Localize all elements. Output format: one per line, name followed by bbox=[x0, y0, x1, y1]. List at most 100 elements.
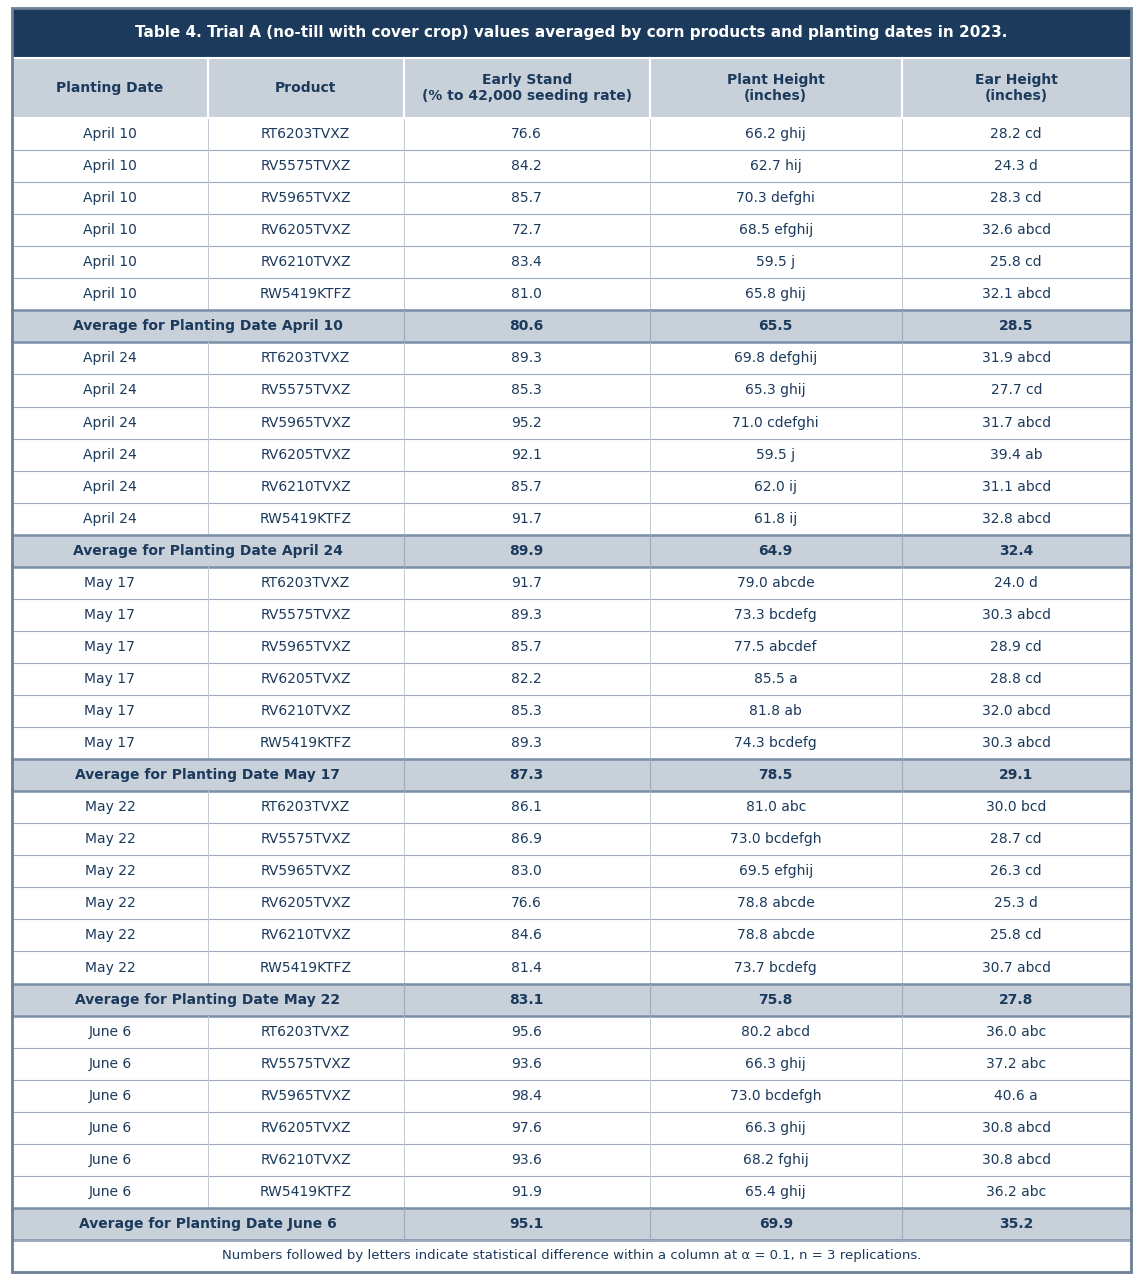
Text: RW5419KTFZ: RW5419KTFZ bbox=[259, 287, 352, 301]
Text: Product: Product bbox=[275, 81, 336, 95]
Text: April 10: April 10 bbox=[83, 191, 137, 205]
Bar bbox=[650, 342, 902, 375]
Bar bbox=[403, 118, 650, 150]
Text: 82.2: 82.2 bbox=[511, 672, 542, 686]
Bar bbox=[11, 1080, 208, 1112]
Bar bbox=[902, 983, 1132, 1015]
Bar bbox=[403, 663, 650, 695]
Text: 76.6: 76.6 bbox=[511, 127, 542, 141]
Bar bbox=[208, 855, 403, 887]
Bar bbox=[902, 855, 1132, 887]
Bar bbox=[11, 631, 208, 663]
Bar bbox=[208, 342, 403, 375]
Bar bbox=[403, 503, 650, 535]
Text: 75.8: 75.8 bbox=[759, 992, 793, 1006]
Bar bbox=[208, 182, 403, 214]
Bar bbox=[208, 150, 403, 182]
Bar bbox=[403, 1208, 650, 1240]
Text: 73.0 bcdefgh: 73.0 bcdefgh bbox=[730, 1089, 822, 1103]
Text: 30.8 abcd: 30.8 abcd bbox=[982, 1121, 1050, 1135]
Text: 91.9: 91.9 bbox=[511, 1185, 542, 1199]
Bar bbox=[902, 375, 1132, 407]
Bar bbox=[650, 1176, 902, 1208]
Text: 74.3 bcdefg: 74.3 bcdefg bbox=[734, 736, 817, 750]
Text: Average for Planting Date April 10: Average for Planting Date April 10 bbox=[73, 320, 343, 333]
Bar bbox=[650, 278, 902, 310]
Text: 61.8 ij: 61.8 ij bbox=[754, 512, 798, 526]
Text: April 24: April 24 bbox=[83, 480, 137, 494]
Text: 65.3 ghij: 65.3 ghij bbox=[745, 384, 806, 398]
Text: 83.1: 83.1 bbox=[510, 992, 544, 1006]
Text: 85.3: 85.3 bbox=[511, 704, 542, 718]
Bar bbox=[902, 342, 1132, 375]
Bar bbox=[11, 150, 208, 182]
Text: 40.6 a: 40.6 a bbox=[994, 1089, 1038, 1103]
Text: 32.6 abcd: 32.6 abcd bbox=[982, 223, 1050, 237]
Bar bbox=[902, 791, 1132, 823]
Bar bbox=[208, 1112, 403, 1144]
Text: RV5965TVXZ: RV5965TVXZ bbox=[261, 1089, 351, 1103]
Bar bbox=[403, 278, 650, 310]
Text: 31.1 abcd: 31.1 abcd bbox=[982, 480, 1050, 494]
Bar bbox=[11, 695, 208, 727]
Text: June 6: June 6 bbox=[88, 1185, 131, 1199]
Text: May 17: May 17 bbox=[85, 608, 135, 622]
Text: RV6210TVXZ: RV6210TVXZ bbox=[261, 704, 351, 718]
Bar bbox=[11, 887, 208, 919]
Text: Average for Planting Date May 22: Average for Planting Date May 22 bbox=[75, 992, 341, 1006]
Bar bbox=[403, 1080, 650, 1112]
Text: April 24: April 24 bbox=[83, 448, 137, 462]
Bar bbox=[650, 919, 902, 951]
Text: RW5419KTFZ: RW5419KTFZ bbox=[259, 736, 352, 750]
Bar bbox=[11, 759, 403, 791]
Text: 65.8 ghij: 65.8 ghij bbox=[745, 287, 806, 301]
Bar bbox=[902, 1080, 1132, 1112]
Bar bbox=[11, 663, 208, 695]
Text: May 22: May 22 bbox=[85, 960, 135, 974]
Bar bbox=[650, 58, 902, 118]
Text: RV5575TVXZ: RV5575TVXZ bbox=[261, 159, 351, 173]
Text: RV6205TVXZ: RV6205TVXZ bbox=[261, 223, 351, 237]
Text: May 17: May 17 bbox=[85, 640, 135, 654]
Bar bbox=[403, 1176, 650, 1208]
Bar bbox=[208, 58, 403, 118]
Text: 65.5: 65.5 bbox=[759, 320, 793, 333]
Text: 30.8 abcd: 30.8 abcd bbox=[982, 1153, 1050, 1167]
Bar bbox=[902, 919, 1132, 951]
Text: 91.7: 91.7 bbox=[511, 512, 542, 526]
Text: 66.3 ghij: 66.3 ghij bbox=[745, 1057, 806, 1070]
Text: May 22: May 22 bbox=[85, 800, 135, 814]
Bar bbox=[208, 727, 403, 759]
Bar bbox=[650, 471, 902, 503]
Text: 93.6: 93.6 bbox=[511, 1057, 542, 1070]
Bar bbox=[208, 503, 403, 535]
Text: 68.2 fghij: 68.2 fghij bbox=[743, 1153, 808, 1167]
Bar bbox=[208, 1047, 403, 1080]
Bar bbox=[902, 1208, 1132, 1240]
Text: 24.3 d: 24.3 d bbox=[994, 159, 1038, 173]
Bar bbox=[902, 727, 1132, 759]
Text: RV5965TVXZ: RV5965TVXZ bbox=[261, 191, 351, 205]
Text: Average for Planting Date May 17: Average for Planting Date May 17 bbox=[75, 768, 341, 782]
Text: June 6: June 6 bbox=[88, 1024, 131, 1038]
Text: RV6210TVXZ: RV6210TVXZ bbox=[261, 1153, 351, 1167]
Text: RW5419KTFZ: RW5419KTFZ bbox=[259, 1185, 352, 1199]
Text: RV5965TVXZ: RV5965TVXZ bbox=[261, 640, 351, 654]
Bar bbox=[208, 823, 403, 855]
Text: 89.3: 89.3 bbox=[511, 608, 542, 622]
Bar bbox=[902, 439, 1132, 471]
Bar bbox=[902, 503, 1132, 535]
Text: 78.8 abcde: 78.8 abcde bbox=[737, 896, 815, 910]
Bar bbox=[11, 58, 208, 118]
Text: 89.3: 89.3 bbox=[511, 352, 542, 365]
Bar bbox=[902, 471, 1132, 503]
Text: April 10: April 10 bbox=[83, 223, 137, 237]
Text: May 22: May 22 bbox=[85, 928, 135, 942]
Bar bbox=[902, 695, 1132, 727]
Bar bbox=[208, 791, 403, 823]
Text: 84.6: 84.6 bbox=[511, 928, 542, 942]
Text: May 17: May 17 bbox=[85, 672, 135, 686]
Bar bbox=[403, 375, 650, 407]
Bar bbox=[650, 439, 902, 471]
Text: RV6210TVXZ: RV6210TVXZ bbox=[261, 928, 351, 942]
